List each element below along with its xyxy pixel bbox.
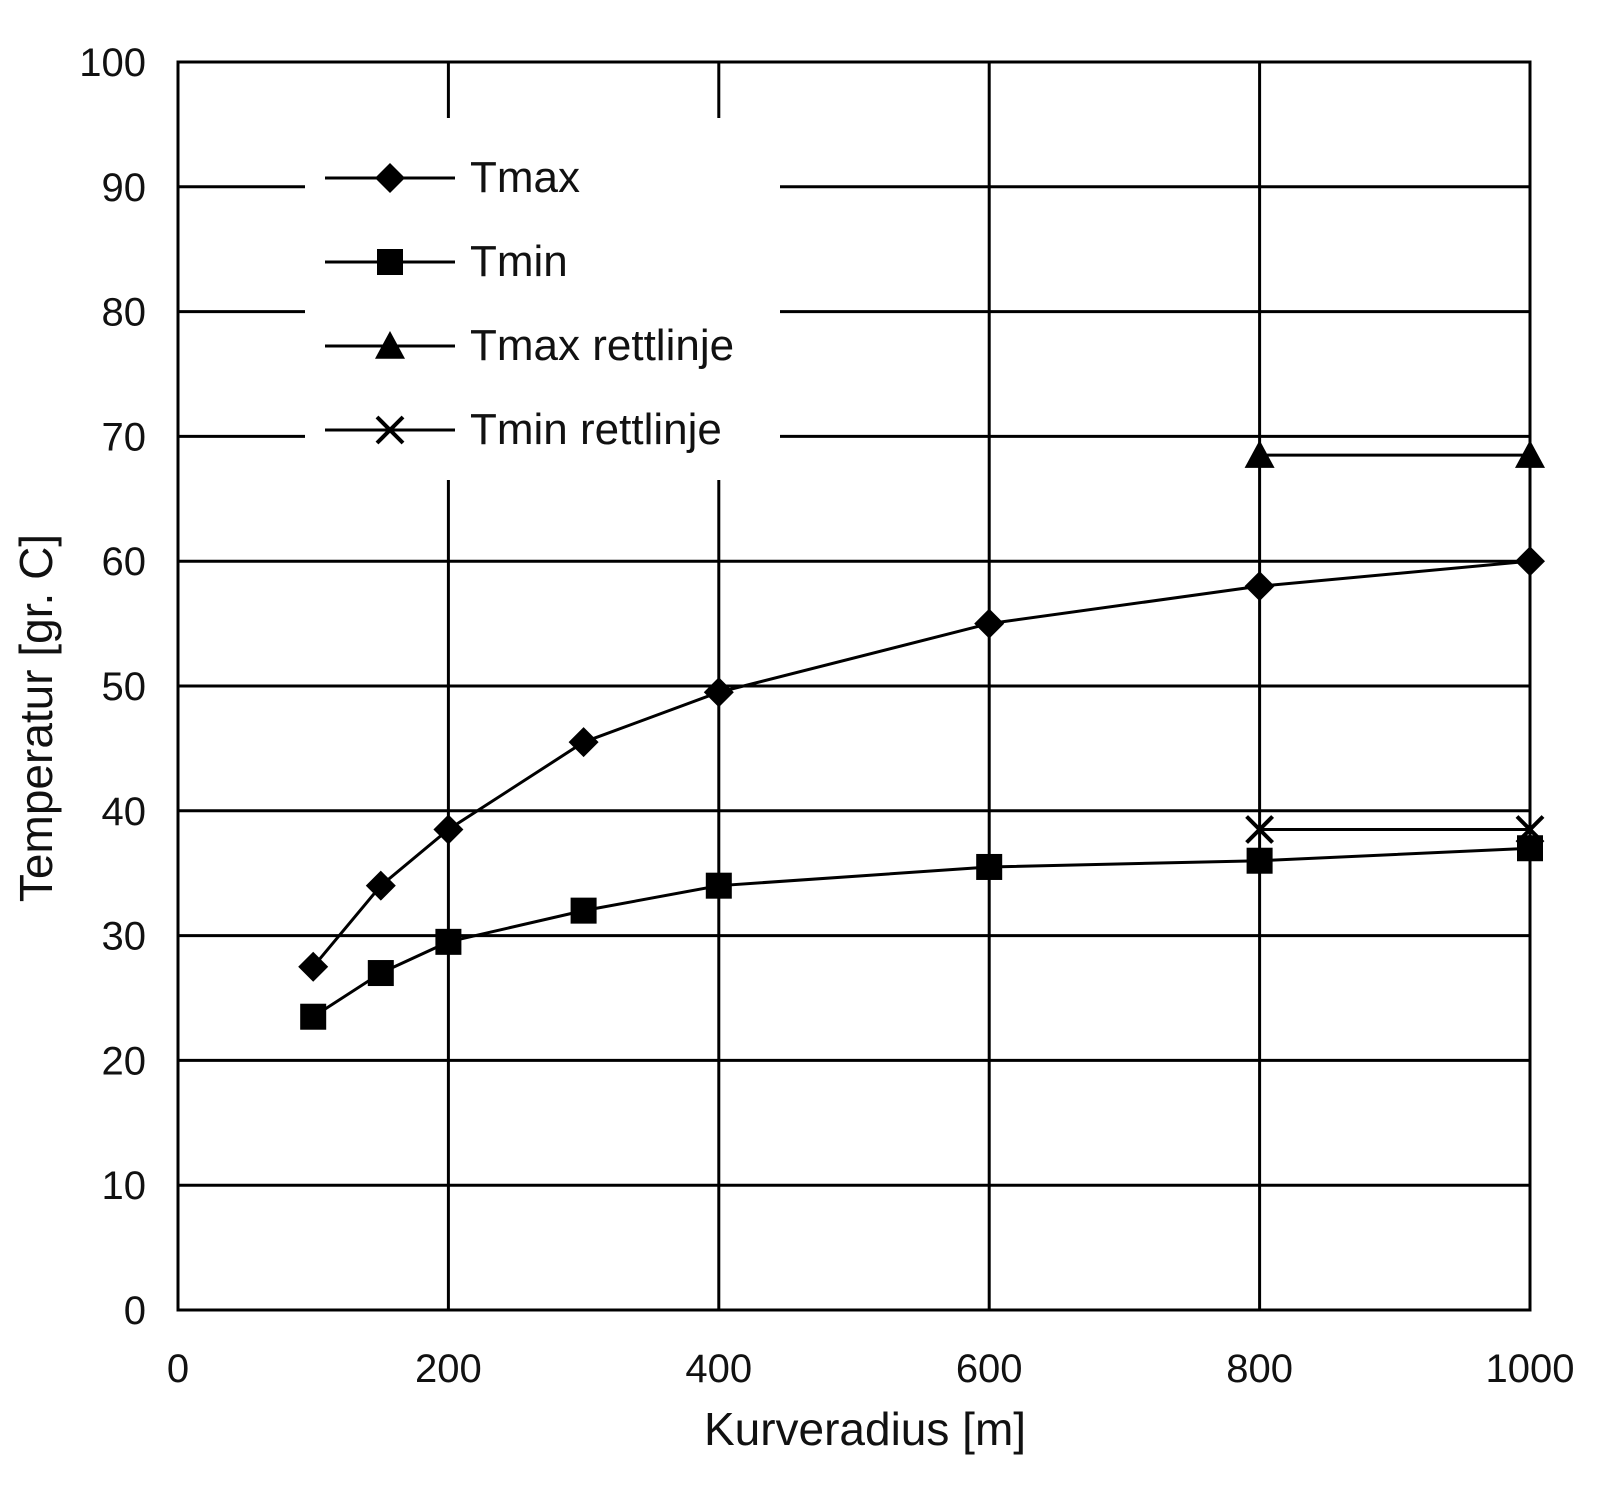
point-tmax-1 bbox=[365, 870, 396, 901]
series-tmax bbox=[298, 546, 1545, 982]
x-tick-label-1000: 1000 bbox=[1486, 1347, 1575, 1391]
series-tmin-rettlinje bbox=[1245, 815, 1545, 844]
legend-marker-tmin bbox=[377, 249, 403, 275]
legend-label-tmax-rettlinje: Tmax rettlinje bbox=[470, 321, 734, 370]
point-tmin-0 bbox=[300, 1003, 327, 1030]
legend-marker-tmax-rettlinje bbox=[375, 331, 405, 359]
y-tick-label-80: 80 bbox=[102, 291, 147, 335]
y-axis-label: Temperatur [gr. C] bbox=[10, 534, 62, 902]
point-tmax-6 bbox=[1244, 571, 1275, 602]
x-axis-label: Kurveradius [m] bbox=[704, 1403, 1026, 1455]
y-tick-label-0: 0 bbox=[124, 1289, 146, 1333]
x-tick-label-600: 600 bbox=[956, 1347, 1023, 1391]
point-tmin-rettlinje-0-stroke-b bbox=[1245, 815, 1275, 844]
point-tmin-rettlinje-1 bbox=[1515, 815, 1545, 844]
y-tick-label-40: 40 bbox=[102, 790, 147, 834]
point-tmax-3 bbox=[568, 727, 599, 758]
point-tmax-rettlinje-1 bbox=[1515, 440, 1545, 468]
y-tick-label-20: 20 bbox=[102, 1039, 147, 1083]
series-tmin bbox=[300, 835, 1543, 1030]
series-tmax-rettlinje bbox=[1244, 440, 1545, 468]
point-tmax-7 bbox=[1515, 546, 1545, 577]
point-tmin-4 bbox=[705, 872, 732, 899]
legend-entry-tmax-rettlinje: Tmax rettlinje bbox=[325, 321, 734, 370]
point-tmax-5 bbox=[974, 608, 1005, 639]
y-tick-label-90: 90 bbox=[102, 166, 147, 210]
legend-label-tmin-rettlinje: Tmin rettlinje bbox=[470, 405, 722, 454]
legend-marker-tmin-rettlinje-stroke-b bbox=[375, 415, 405, 445]
point-tmin-rettlinje-1-stroke-b bbox=[1515, 815, 1545, 844]
point-tmin-rettlinje-0 bbox=[1245, 815, 1275, 844]
point-tmin-5 bbox=[976, 853, 1003, 880]
series-line-tmin bbox=[312, 846, 1531, 1018]
legend: Tmax Tmin Tmax rettlinje Tmin rettlinje bbox=[305, 118, 780, 480]
x-tick-label-0: 0 bbox=[167, 1347, 189, 1391]
point-tmin-6 bbox=[1246, 847, 1273, 874]
x-tick-label-400: 400 bbox=[685, 1347, 752, 1391]
y-tick-label-50: 50 bbox=[102, 665, 147, 709]
x-tick-label-800: 800 bbox=[1226, 1347, 1293, 1391]
legend-label-tmax: Tmax bbox=[470, 153, 580, 202]
legend-entry-tmin: Tmin bbox=[325, 237, 568, 286]
y-tick-label-100: 100 bbox=[79, 41, 146, 85]
legend-marker-tmax bbox=[375, 163, 405, 193]
legend-entry-tmin-rettlinje: Tmin rettlinje bbox=[325, 405, 722, 454]
y-tick-label-60: 60 bbox=[102, 540, 147, 584]
point-tmax-2 bbox=[433, 814, 464, 845]
point-tmin-3 bbox=[570, 897, 597, 924]
point-tmin-1 bbox=[367, 960, 394, 987]
y-tick-label-10: 10 bbox=[102, 1164, 147, 1208]
x-tick-label-200: 200 bbox=[415, 1347, 482, 1391]
y-tick-label-70: 70 bbox=[102, 415, 147, 459]
point-tmax-rettlinje-0 bbox=[1244, 440, 1275, 468]
legend-label-tmin: Tmin bbox=[470, 237, 568, 286]
plot-frame bbox=[176, 60, 1532, 1312]
series-line-tmax bbox=[312, 559, 1531, 968]
legend-entry-tmax: Tmax bbox=[325, 153, 580, 202]
series-layer bbox=[298, 440, 1545, 1030]
point-tmin-2 bbox=[435, 928, 462, 955]
legend-marker-tmin-rettlinje bbox=[375, 415, 405, 445]
y-tick-label-30: 30 bbox=[102, 915, 147, 959]
point-tmax-4 bbox=[703, 677, 734, 708]
point-tmax-0 bbox=[298, 951, 329, 982]
